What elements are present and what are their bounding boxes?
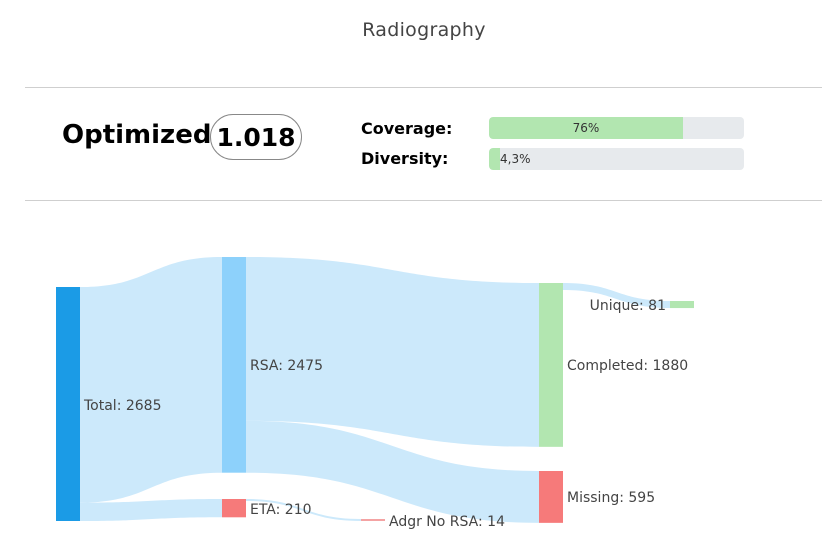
coverage-bar-fill [489,117,683,139]
sankey-label-adgr: Adgr No RSA: 14 [389,514,505,530]
sankey-node-eta[interactable] [222,499,246,518]
sankey-node-adgr[interactable] [361,519,385,521]
coverage-value: 76% [572,121,600,135]
diversity-value: 4,3% [500,152,531,166]
sankey-label-eta: ETA: 210 [250,502,312,518]
page-title: Radiography [362,19,486,41]
sankey-link-total-rsa[interactable] [80,257,222,503]
sankey-node-missing[interactable] [539,471,563,523]
sankey-label-unique: Unique: 81 [590,298,666,314]
sankey-node-total[interactable] [56,287,80,521]
sankey-link-rsa-missing[interactable] [246,420,539,523]
sankey-link-eta-adgr[interactable] [246,499,361,521]
coverage-label: Coverage: [361,119,453,138]
sankey-node-unique[interactable] [670,301,694,309]
sankey-node-rsa[interactable] [222,257,246,473]
sankey-node-completed[interactable] [539,283,563,447]
diversity-bar: 4,3% [489,148,744,170]
sankey-label-total: Total: 2685 [83,398,162,414]
optimized-label: Optimized [62,120,212,150]
sankey-link-rsa-completed[interactable] [246,257,539,447]
coverage-bar: 76% [489,117,744,139]
middle-divider [25,200,822,201]
score-value: 1.018 [216,122,296,152]
sankey-link-total-eta[interactable] [80,499,222,521]
score-badge: 1.018 [210,114,302,160]
diversity-bar-fill [489,148,500,170]
top-divider [25,87,822,88]
sankey-link-completed-unique[interactable] [563,283,670,309]
sankey-label-rsa: RSA: 2475 [250,358,323,374]
diversity-label: Diversity: [361,149,449,168]
sankey-label-completed: Completed: 1880 [567,358,688,374]
sankey-label-missing: Missing: 595 [567,490,655,506]
